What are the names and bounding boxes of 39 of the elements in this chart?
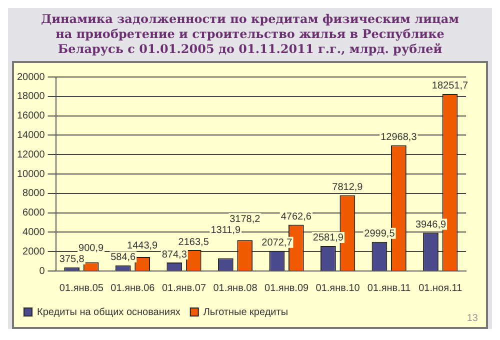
y-tick-label: 6000 xyxy=(22,208,46,219)
legend-label: Льготные кредиты xyxy=(203,306,288,318)
x-tick-label: 01.янв.10 xyxy=(316,282,360,294)
data-label: 1311,9 xyxy=(210,225,242,236)
x-tick-label: 01.янв.08 xyxy=(213,282,258,294)
data-label: 1443,9 xyxy=(127,240,158,252)
data-label: 2999,5 xyxy=(364,228,396,240)
x-tick-label: 01.янв.11 xyxy=(367,282,412,294)
data-label: 18251,7 xyxy=(432,80,468,92)
y-tick-label: 16000 xyxy=(16,110,46,122)
y-tick-label: 12000 xyxy=(16,149,46,160)
legend-label: Кредиты на общих основаниях xyxy=(37,306,180,318)
chart-title: Динамика задолженности по кредитам физическим лицам на приобретение и строительство жилья в Республике Беларусь с 01.01.2005 до 01.11.2011 г.г., млрд. рублей xyxy=(40,11,460,58)
y-tick-label: 8000 xyxy=(22,188,46,200)
data-label: 4762,6 xyxy=(280,212,312,223)
y-tick-label: 20000 xyxy=(16,72,46,83)
text: 13 xyxy=(466,312,478,324)
data-label: 2163,5 xyxy=(178,236,210,248)
x-tick-label: 01.янв.09 xyxy=(264,282,309,294)
data-label: 3946,9 xyxy=(415,219,446,230)
x-tick-label: 01.янв.06 xyxy=(110,282,156,294)
y-tick-label: 4000 xyxy=(22,226,46,238)
data-label: 375,8 xyxy=(59,254,85,266)
y-tick-label: 14000 xyxy=(16,130,46,141)
data-label: 584,6 xyxy=(110,252,136,264)
data-label: 900,9 xyxy=(78,243,104,254)
x-tick-label: 01.ноя.11 xyxy=(418,282,463,294)
data-label: 874,3 xyxy=(162,249,188,260)
data-label: 7812,9 xyxy=(332,182,364,193)
y-tick-label: 18000 xyxy=(16,91,46,102)
x-tick-label: 01.янв.07 xyxy=(162,282,206,294)
data-label: 12968,3 xyxy=(380,132,418,143)
y-tick-label: 10000 xyxy=(16,168,46,180)
y-tick-label: 2000 xyxy=(22,246,46,258)
data-label: 2072,7 xyxy=(262,238,293,249)
data-label: 2581,9 xyxy=(312,232,344,244)
data-label: 3178,2 xyxy=(230,214,261,225)
y-tick-label: 0 xyxy=(39,266,46,277)
x-tick-label: 01.янв.05 xyxy=(59,282,104,294)
